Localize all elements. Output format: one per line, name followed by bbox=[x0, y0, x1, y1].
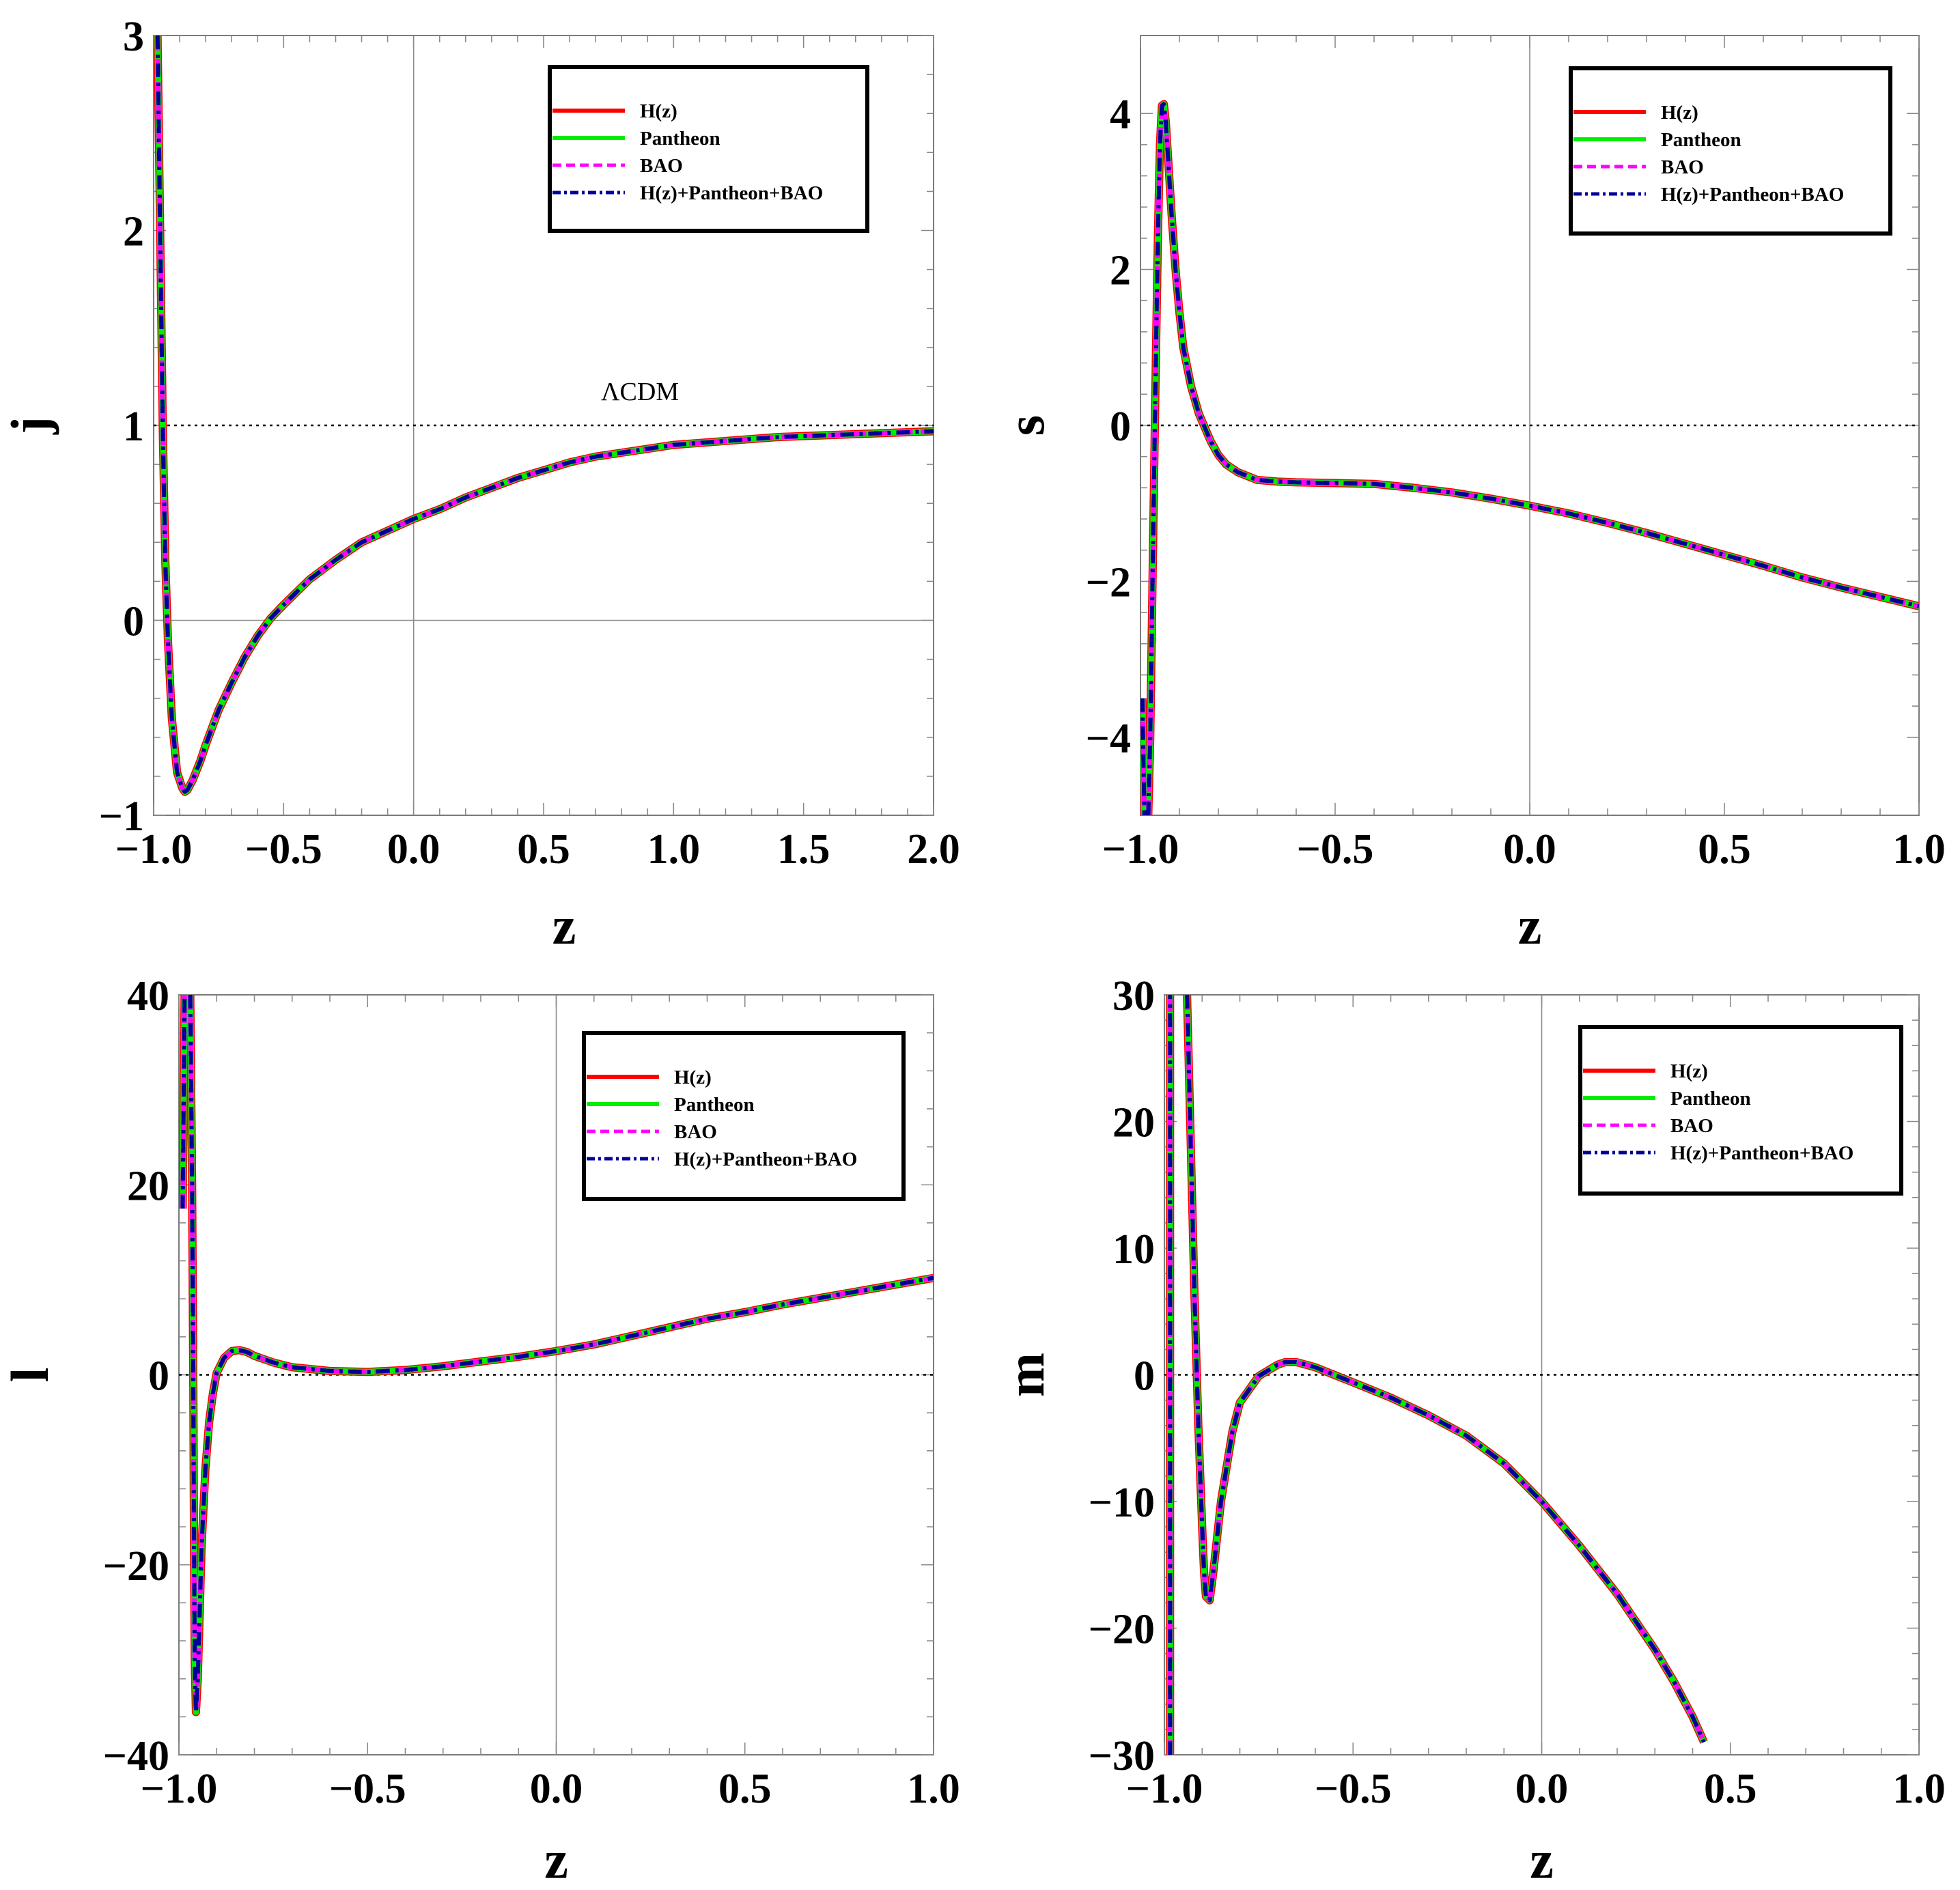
y-axis-title: l bbox=[0, 1368, 59, 1383]
x-tick-label: −0.5 bbox=[1297, 826, 1374, 873]
panel-m: −1.0 −0.5 0.0 0.5 1.0 −30 −20 −10 0 10 20 30 H(z) Pan… bbox=[996, 973, 1946, 1889]
x-axis-title: z bbox=[1518, 896, 1542, 955]
curves bbox=[1140, 100, 1919, 815]
curves bbox=[1166, 995, 1708, 1755]
legend-label: BAO bbox=[1670, 1115, 1713, 1137]
y-tick-label: 1 bbox=[123, 404, 144, 450]
y-tick-label: 10 bbox=[1112, 1226, 1155, 1273]
series-H(z)+Pantheon+BAO bbox=[155, 36, 934, 794]
x-tick-label: 1.0 bbox=[1892, 1766, 1946, 1812]
y-tick-label: −20 bbox=[1089, 1607, 1155, 1653]
x-tick-label: 0.0 bbox=[530, 1766, 583, 1812]
legend-box bbox=[548, 65, 869, 233]
y-tick-label: −30 bbox=[1089, 1733, 1155, 1779]
legend-label: Pantheon bbox=[640, 128, 720, 150]
x-tick-label: −0.5 bbox=[245, 826, 322, 873]
legend-label: H(z)+Pantheon+BAO bbox=[674, 1148, 857, 1170]
x-tick-label: −0.5 bbox=[329, 1766, 406, 1812]
legend-box bbox=[1569, 66, 1892, 236]
legend-box bbox=[582, 1031, 906, 1201]
y-tick-label: −20 bbox=[103, 1543, 169, 1590]
legend-label: H(z) bbox=[1661, 102, 1698, 124]
x-tick-label: −0.5 bbox=[1315, 1766, 1392, 1812]
x-tick-label: 2.0 bbox=[907, 826, 960, 873]
x-tick-label: 0.5 bbox=[1698, 826, 1751, 873]
legend-label: BAO bbox=[640, 155, 683, 177]
x-tick-label: 0.5 bbox=[1704, 1766, 1757, 1812]
series-H(z)+Pantheon+BAO bbox=[180, 995, 934, 1715]
y-tick-label: 0 bbox=[123, 599, 144, 645]
y-tick-label: −10 bbox=[1089, 1480, 1155, 1526]
x-tick-label: 1.5 bbox=[777, 826, 830, 873]
legend-label: Pantheon bbox=[1661, 129, 1741, 151]
y-tick-label: 40 bbox=[127, 973, 169, 1019]
curves bbox=[179, 995, 934, 1717]
x-tick-label: 0.0 bbox=[387, 826, 440, 873]
panel-j: −1.0 −0.5 0.0 0.5 1.0 1.5 2.0 −1 0 1 2 3 ΛCDM H(z) Pan… bbox=[0, 14, 960, 955]
x-axis-title: z bbox=[544, 1830, 568, 1889]
x-tick-label: 1.0 bbox=[647, 826, 701, 873]
y-tick-label: 2 bbox=[1110, 248, 1131, 294]
y-axis-title: j bbox=[0, 417, 59, 435]
y-tick-label: 3 bbox=[123, 14, 144, 60]
x-tick-label: 0.0 bbox=[1503, 826, 1556, 873]
legend-label: H(z) bbox=[1670, 1060, 1708, 1082]
legend-label: H(z)+Pantheon+BAO bbox=[1661, 184, 1844, 206]
panel-l: −1.0 −0.5 0.0 0.5 1.0 −40 −20 0 20 40 H(z) Pantheon… bbox=[0, 973, 960, 1889]
legend-label: H(z)+Pantheon+BAO bbox=[640, 182, 823, 204]
x-axis-title: z bbox=[552, 896, 576, 955]
legend-label: H(z) bbox=[640, 100, 677, 122]
y-axis-title: s bbox=[996, 415, 1055, 436]
y-tick-label: 0 bbox=[148, 1353, 169, 1400]
x-tick-label: 0.5 bbox=[718, 1766, 772, 1812]
x-tick-label: 0.5 bbox=[517, 826, 570, 873]
legend-label: H(z)+Pantheon+BAO bbox=[1670, 1142, 1853, 1164]
x-tick-label: 0.0 bbox=[1515, 1766, 1569, 1812]
legend: H(z) Pantheon BAO H(z)+Pantheon+BAO bbox=[1578, 1025, 1903, 1196]
y-tick-label: 30 bbox=[1112, 973, 1155, 1019]
x-tick-label: −1.0 bbox=[1102, 826, 1179, 873]
lcdm-annotation: ΛCDM bbox=[601, 378, 679, 406]
x-tick-label: −1.0 bbox=[1126, 1766, 1203, 1812]
y-axis-title: m bbox=[996, 1353, 1055, 1397]
x-axis-title: z bbox=[1530, 1830, 1554, 1889]
series-H(z)+Pantheon+BAO bbox=[1140, 102, 1919, 815]
y-tick-label: 20 bbox=[1112, 1100, 1155, 1146]
y-tick-label: 20 bbox=[127, 1163, 169, 1209]
y-tick-label: −4 bbox=[1086, 716, 1131, 762]
y-tick-label: 2 bbox=[123, 209, 144, 255]
legend-label: BAO bbox=[1661, 156, 1704, 178]
x-tick-label: −1.0 bbox=[115, 826, 193, 873]
legend-label: Pantheon bbox=[674, 1094, 755, 1116]
y-tick-label: 0 bbox=[1110, 404, 1131, 450]
y-tick-label: 4 bbox=[1110, 91, 1131, 138]
y-tick-label: 0 bbox=[1134, 1353, 1155, 1400]
legend-label: BAO bbox=[674, 1121, 717, 1143]
y-tick-label: −1 bbox=[99, 793, 144, 840]
legend: H(z) Pantheon BAO H(z)+Pantheon+BAO bbox=[582, 1031, 906, 1201]
legend-box bbox=[1578, 1025, 1903, 1196]
legend-label: H(z) bbox=[674, 1067, 712, 1088]
curves bbox=[154, 36, 934, 796]
y-tick-label: −40 bbox=[103, 1733, 169, 1779]
series-H(z)+Pantheon+BAO bbox=[1168, 995, 1706, 1755]
x-tick-label: −1.0 bbox=[141, 1766, 218, 1812]
legend: H(z) Pantheon BAO H(z)+Pantheon+BAO bbox=[1569, 66, 1892, 236]
legend-label: Pantheon bbox=[1670, 1088, 1751, 1110]
legend: H(z) Pantheon BAO H(z)+Pantheon+BAO bbox=[548, 65, 869, 233]
x-tick-label: 1.0 bbox=[1892, 826, 1946, 873]
x-tick-label: 1.0 bbox=[907, 1766, 960, 1812]
y-tick-label: −2 bbox=[1086, 559, 1131, 606]
